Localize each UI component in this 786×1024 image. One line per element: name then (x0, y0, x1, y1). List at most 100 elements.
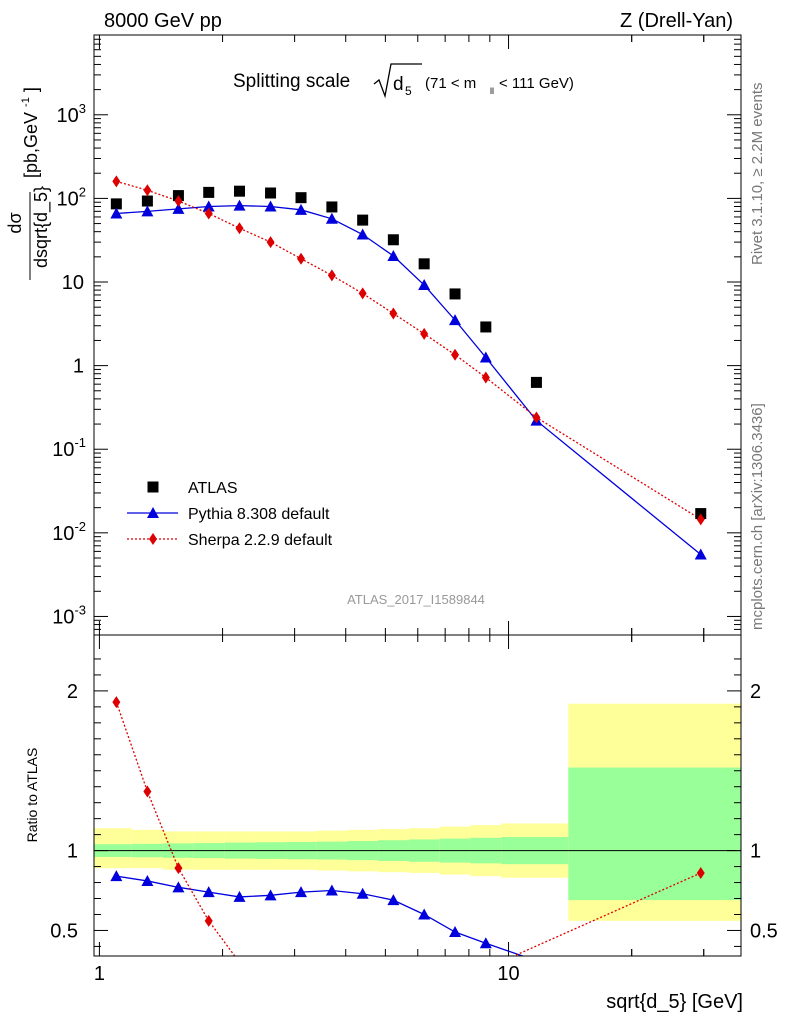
ratio-data-point (418, 908, 431, 920)
svg-text:d: d (393, 74, 404, 95)
ratio-data-point (325, 884, 338, 896)
data-point (418, 279, 431, 291)
x-tick-label: 1 (94, 963, 105, 985)
data-point (326, 201, 338, 213)
svg-text:ll: ll (490, 86, 494, 96)
y-ratio-tick-label: 0.5 (50, 920, 78, 942)
y-ratio-axis-label: Ratio to ATLAS (24, 748, 40, 843)
data-point (203, 186, 215, 198)
data-point (451, 348, 460, 361)
title-sub: 5 (405, 84, 412, 98)
data-point (143, 184, 152, 197)
ratio-frame (93, 634, 742, 957)
ratio-data-point (202, 886, 215, 898)
y-tick-label: 10-2 (52, 519, 86, 545)
title-symbol: d (393, 74, 404, 95)
y-tick-label: 10-3 (52, 602, 86, 628)
ratio-series-clip (110, 696, 705, 956)
ratio-data-point (295, 886, 308, 898)
data-point (530, 376, 542, 388)
data-point (532, 411, 541, 424)
header-left: 8000 GeV pp (104, 10, 222, 32)
rivet-label: Rivet 3.1.10, ≥ 2.2M events (749, 83, 766, 266)
ratio-data-point (112, 696, 121, 709)
data-point (110, 198, 122, 210)
y-label-unit-sup: -1 (20, 97, 32, 107)
legend-marker (147, 507, 159, 518)
data-point (295, 203, 308, 215)
y-tick-label: 1 (73, 356, 84, 378)
title-main: Splitting scale (233, 71, 350, 92)
svg-text:dσ: dσ (5, 212, 25, 233)
data-point (141, 195, 153, 207)
data-point (480, 321, 492, 333)
header-right: Z (Drell-Yan) (620, 10, 733, 32)
y-tick-label: 102 (57, 184, 86, 210)
data-point (297, 252, 306, 265)
data-point (264, 200, 277, 212)
ratio-bands (94, 703, 741, 921)
title-range-prefix: (71 < m (425, 75, 476, 92)
ratio-data-point (696, 866, 705, 879)
y-ratio-tick-label: 2 (67, 681, 78, 703)
y-label-denominator: dsqrt{d_5} (31, 186, 52, 268)
y-ratio-tick-label: 1 (67, 841, 78, 863)
ratio-data-point (172, 881, 185, 893)
ratio-data-point (141, 874, 154, 886)
ratio-data-point (356, 887, 369, 899)
svg-text:[pb,GeV -1 ]: [pb,GeV -1 ] (13, 87, 41, 178)
ratio-data-point (174, 862, 183, 875)
data-point (481, 371, 490, 384)
legend-label: ATLAS (188, 480, 238, 497)
data-point (420, 327, 429, 340)
data-point (172, 202, 185, 214)
legend: ATLAS Pythia 8.308 default Sherpa 2.2.9 de… (127, 480, 333, 549)
series-line (116, 180, 702, 520)
y-main-axis-label: dσ dsqrt{d_5} [pb,GeV -1 ] (5, 87, 52, 280)
data-point (202, 200, 215, 212)
ratio-data-point (479, 937, 492, 949)
svg-text:Splitting scale: Splitting scale (233, 71, 350, 92)
svg-text:< 111 GeV): < 111 GeV) (499, 75, 574, 92)
data-point (112, 175, 121, 188)
svg-text:(71 < m: (71 < m (425, 75, 476, 92)
data-point (265, 187, 277, 199)
data-point (694, 548, 707, 560)
analysis-id: ATLAS_2017_I1589844 (347, 592, 485, 607)
data-point (449, 288, 461, 300)
data-point (387, 249, 400, 261)
y-tick-label: 10 (62, 272, 84, 294)
svg-text:dsqrt{d_5}: dsqrt{d_5} (31, 186, 52, 268)
data-point (387, 234, 399, 246)
data-point (266, 236, 275, 249)
legend-label: Sherpa 2.2.9 default (188, 532, 333, 549)
ratio-series (110, 696, 705, 956)
main-axis-ticks: 10-3 10-2 10-1 1 10 102 103 (52, 34, 741, 636)
data-point (696, 513, 705, 526)
ratio-series-line (116, 875, 525, 956)
legend-marker (147, 481, 159, 493)
ratio-data-point (233, 890, 246, 902)
data-point (204, 207, 213, 220)
mcplots-label: mcplots.cern.ch [arXiv:1306.3436] (749, 403, 766, 630)
x-axis-label: sqrt{d_5} [GeV] (606, 991, 743, 1013)
y-tick-label: 10-1 (52, 435, 86, 461)
title-range-suffix: < 111 GeV) (499, 75, 574, 92)
y-label-numerator: dσ (5, 212, 25, 233)
title-range-sub: ll (490, 86, 494, 96)
y-ratio-tick-label-right: 2 (750, 681, 761, 703)
data-point (479, 351, 492, 363)
main-panel: 10-3 10-2 10-1 1 10 102 103 (52, 34, 742, 636)
ratio-data-point (264, 889, 277, 901)
y-label-unit-close: ] (21, 87, 41, 92)
data-point (356, 228, 369, 240)
data-point (235, 222, 244, 235)
y-label-unit: [pb,GeV (21, 112, 41, 178)
ratio-data-point (110, 870, 123, 882)
data-point (327, 269, 336, 282)
y-ratio-tick-label-right: 0.5 (750, 920, 778, 942)
ratio-data-point (387, 894, 400, 906)
ratio-data-point (204, 914, 213, 927)
data-point (449, 314, 462, 326)
